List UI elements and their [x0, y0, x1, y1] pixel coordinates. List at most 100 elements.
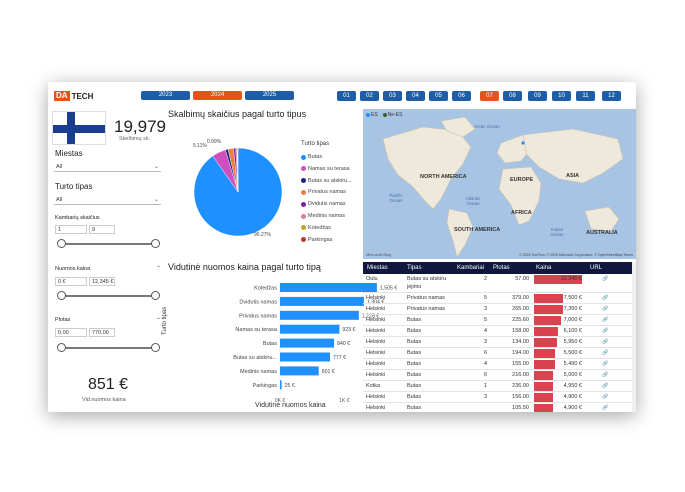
- link-icon[interactable]: 🔗: [602, 394, 609, 400]
- rooms-slider-max-handle[interactable]: [151, 239, 160, 248]
- table-row[interactable]: Helsinki Butas 3 156.00 4,900 € 🔗: [363, 392, 632, 403]
- world-map[interactable]: ES Ne-ES Arctic Ocean NORTH AMERICA EURO…: [363, 109, 636, 259]
- link-icon[interactable]: 🔗: [602, 328, 609, 334]
- table-scrollbar[interactable]: [632, 262, 636, 412]
- table-row[interactable]: Helsinki Butas 6 194.00 5,500 € 🔗: [363, 348, 632, 359]
- rooms-slider-min-handle[interactable]: [57, 239, 66, 248]
- pie-legend-item[interactable]: Parkingas: [301, 237, 332, 243]
- city-filter-dropdown[interactable]: All ⌄: [54, 163, 161, 172]
- year-button-2024[interactable]: 2024: [193, 91, 242, 100]
- pie-legend-item[interactable]: Butas: [301, 154, 322, 160]
- month-button-06[interactable]: 06: [452, 91, 471, 101]
- cell-price: 4,950 €: [563, 383, 582, 389]
- column-header-city[interactable]: Miestas: [367, 265, 388, 271]
- rent-max-input[interactable]: 12,345 €: [89, 277, 115, 286]
- table-row[interactable]: Helsinki Privatus namas 5 379.00 7,500 € 🔗: [363, 293, 632, 304]
- area-slider-min-handle[interactable]: [57, 343, 66, 352]
- pie-legend-item[interactable]: Namas su terasa: [301, 166, 350, 172]
- cell-city: Helsinki: [366, 405, 386, 411]
- bar-category-label: Medinis namas: [240, 369, 277, 375]
- pie-legend-item[interactable]: Butas su atskiru...: [301, 178, 352, 184]
- bar-value-label: 777 €: [333, 355, 346, 361]
- link-icon[interactable]: 🔗: [602, 405, 609, 411]
- column-header-url[interactable]: URL: [590, 265, 603, 271]
- column-header-price[interactable]: Kaina: [536, 265, 552, 271]
- table-row[interactable]: Helsinki Butas 4 158.00 6,100 € 🔗: [363, 326, 632, 337]
- rooms-min-input[interactable]: 1: [55, 225, 87, 234]
- cell-city: Helsinki: [366, 328, 386, 334]
- pie-legend-item[interactable]: Dvidutis namas: [301, 201, 346, 207]
- type-filter-dropdown[interactable]: All ⌄: [54, 196, 161, 205]
- bar-x-axis-title: Vidutinė nuomos kaina: [255, 402, 326, 409]
- bar-2[interactable]: [280, 310, 359, 320]
- link-icon[interactable]: 🔗: [602, 339, 609, 345]
- chevron-up-icon[interactable]: ⌃: [156, 318, 162, 324]
- month-button-11[interactable]: 11: [576, 91, 595, 101]
- pie-legend-item[interactable]: Privatus namas: [301, 189, 346, 195]
- cell-type: Butas: [407, 328, 422, 334]
- cell-price: 4,900 €: [563, 394, 582, 400]
- month-button-05[interactable]: 05: [429, 91, 448, 101]
- month-button-10[interactable]: 10: [552, 91, 571, 101]
- table-row[interactable]: Helsinki Privatus namas 3 265.00 7,350 € 🔗: [363, 304, 632, 315]
- table-row[interactable]: Helsinki Butas 5 225.60 7,000 € 🔗: [363, 315, 632, 326]
- area-min-input[interactable]: 0.00: [55, 328, 87, 337]
- column-header-rooms[interactable]: Kambariai: [457, 265, 485, 271]
- rooms-max-input[interactable]: 9: [89, 225, 115, 234]
- pie-slice-0[interactable]: [193, 147, 283, 237]
- link-icon[interactable]: 🔗: [602, 317, 609, 323]
- x-tick-label: 1K €: [339, 398, 350, 404]
- link-icon[interactable]: 🔗: [602, 295, 609, 301]
- year-button-2025[interactable]: 2025: [245, 91, 294, 100]
- link-icon[interactable]: 🔗: [602, 372, 609, 378]
- rent-slider-min-handle[interactable]: [57, 291, 66, 300]
- column-header-area[interactable]: Plotas: [493, 265, 510, 271]
- table-row[interactable]: Helsinki Butas 6 216.00 5,000 € 🔗: [363, 370, 632, 381]
- bar-6[interactable]: [280, 366, 319, 376]
- atlantic-ocean-label: Atlantic Ocean: [465, 196, 481, 206]
- month-button-09[interactable]: 09: [528, 91, 547, 101]
- link-icon[interactable]: 🔗: [602, 350, 609, 356]
- link-icon[interactable]: 🔗: [602, 306, 609, 312]
- area-slider-max-handle[interactable]: [151, 343, 160, 352]
- month-button-01[interactable]: 01: [337, 91, 356, 101]
- pie-label-mid: 5.11%: [193, 143, 207, 149]
- link-icon[interactable]: 🔗: [602, 383, 609, 389]
- table-row[interactable]: Helsinki Butas 105.50 4,900 € 🔗: [363, 403, 632, 412]
- link-icon[interactable]: 🔗: [602, 361, 609, 367]
- month-button-08[interactable]: 08: [503, 91, 522, 101]
- bar-5[interactable]: [280, 352, 331, 362]
- table-row[interactable]: Kotka Butas 1 236.00 4,950 € 🔗: [363, 381, 632, 392]
- listing-count-value: 19,979: [114, 117, 166, 136]
- month-button-07[interactable]: 07: [480, 91, 499, 101]
- price-data-bar: [534, 360, 556, 369]
- month-button-04[interactable]: 04: [406, 91, 425, 101]
- bar-4[interactable]: [280, 338, 335, 348]
- chevron-up-icon[interactable]: ⌃: [156, 266, 162, 272]
- table-row[interactable]: Helsinki Butas 4 155.00 5,490 € 🔗: [363, 359, 632, 370]
- cell-area: 216.00: [512, 372, 529, 378]
- month-button-12[interactable]: 12: [602, 91, 621, 101]
- column-header-type[interactable]: Tipas: [407, 265, 422, 271]
- bar-3[interactable]: [280, 324, 340, 334]
- table-row[interactable]: Oulu Butas su atskiru įėjimu 2 57.00 12,345 €…: [363, 274, 632, 293]
- legend-label: Butas: [308, 154, 323, 160]
- bar-1[interactable]: [280, 296, 364, 306]
- listings-table: Miestas Tipas Kambariai Plotas Kaina URL…: [363, 262, 636, 412]
- rent-slider-max-handle[interactable]: [151, 291, 160, 300]
- legend-marker: [301, 189, 306, 195]
- rent-min-input[interactable]: 0 €: [55, 277, 87, 286]
- table-row[interactable]: Helsinki Butas 3 134.00 5,950 € 🔗: [363, 337, 632, 348]
- bar-7[interactable]: [280, 380, 282, 390]
- month-button-03[interactable]: 03: [383, 91, 402, 101]
- map-point-finland[interactable]: [521, 141, 525, 145]
- month-button-02[interactable]: 02: [360, 91, 379, 101]
- map-legend-es: ES: [371, 112, 378, 118]
- pie-legend-item[interactable]: Kotedžas: [301, 225, 331, 231]
- year-button-2023[interactable]: 2023: [141, 91, 190, 100]
- link-icon[interactable]: 🔗: [602, 276, 609, 282]
- area-max-input[interactable]: 770.00: [89, 328, 115, 337]
- bar-0[interactable]: [280, 283, 377, 292]
- pie-legend-item[interactable]: Medinis namas: [301, 213, 345, 219]
- pie-label-big: 90.27%: [254, 232, 271, 238]
